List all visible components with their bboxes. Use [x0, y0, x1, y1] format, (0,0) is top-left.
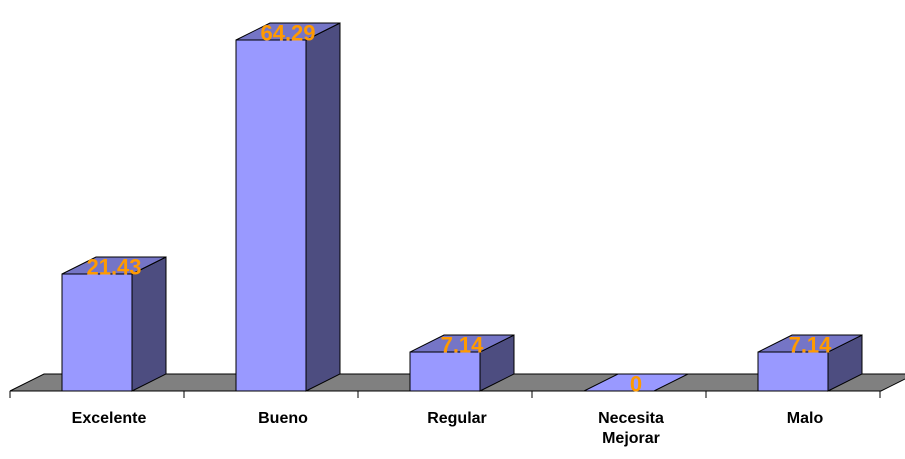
data-label: 64.29: [260, 21, 315, 46]
x-axis-ticks: [9, 391, 881, 398]
bar-top-face: [61, 256, 167, 275]
bars-group: [61, 22, 863, 392]
bar-top-face: [583, 373, 689, 392]
bar-side-face: [305, 22, 341, 392]
bar-top-face: [235, 22, 341, 41]
data-labels-group: 21.43 64.29 7.14 0 7.14: [86, 21, 832, 397]
bar: [235, 22, 341, 392]
x-tick-labels-group: Excelente Bueno Regular Necesita Mejorar Malo: [72, 410, 824, 447]
bar-front-face: [409, 351, 481, 392]
bar: [61, 256, 167, 392]
x-tick-label: Excelente: [72, 410, 147, 427]
bar-front-face: [757, 351, 829, 392]
bar-top-face: [757, 334, 863, 353]
data-label: 7.14: [789, 333, 833, 358]
x-tick-label: Necesita Mejorar: [598, 410, 664, 447]
bar: [409, 334, 515, 392]
bar: [583, 373, 689, 392]
bar: [757, 334, 863, 392]
bar-front-face: [61, 273, 133, 392]
data-label: 21.43: [86, 255, 141, 280]
bar-front-face: [235, 39, 307, 392]
data-label: 0: [630, 372, 642, 397]
x-tick-label: Bueno: [258, 410, 308, 427]
x-tick-label: Malo: [787, 410, 824, 427]
x-tick-label: Regular: [427, 410, 487, 427]
bar-top-face: [409, 334, 515, 353]
data-label: 7.14: [441, 333, 485, 358]
